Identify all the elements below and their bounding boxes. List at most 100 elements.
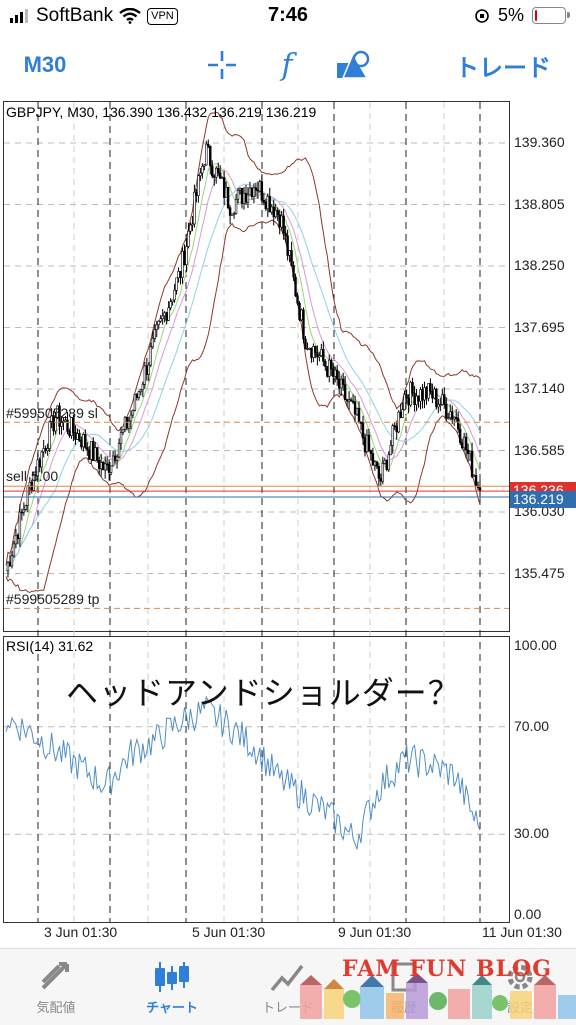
candle-body (393, 425, 396, 427)
candle-body (272, 206, 275, 218)
candle-body (123, 416, 127, 430)
candle-body (195, 191, 198, 196)
candle-body (224, 186, 228, 198)
candle-body (99, 462, 103, 469)
candle-body (409, 381, 412, 406)
candle-body (363, 437, 367, 453)
timeframe-button[interactable]: M30 (23, 52, 67, 77)
moving-averages (5, 163, 481, 572)
gear-icon (507, 964, 533, 990)
tab-chart[interactable]: チャート (122, 949, 222, 1025)
candle-body (433, 388, 436, 399)
main-pane-frame (3, 101, 510, 632)
candle-body (276, 210, 279, 215)
candle-body (270, 206, 273, 213)
candle-body (189, 224, 192, 232)
candle-body (330, 359, 333, 370)
rsi-tick-label: 100.00 (514, 637, 557, 653)
candles-icon (155, 962, 189, 992)
candle-body (40, 451, 43, 468)
candle-body (197, 175, 200, 196)
candle-body (292, 265, 295, 278)
battery-percent: 5% (497, 5, 524, 25)
candle-body (385, 460, 388, 470)
candle-body (405, 394, 408, 399)
candle-body (218, 172, 222, 179)
candle-body (286, 235, 289, 256)
candle-body (173, 289, 176, 301)
candle-body (145, 365, 149, 375)
price-tick-label: 139.360 (514, 134, 565, 150)
candle-body (38, 459, 41, 468)
candle-body (151, 338, 154, 348)
candle-body (474, 474, 478, 487)
candle-body (157, 320, 160, 326)
candle-body (341, 378, 345, 385)
candle-body (441, 394, 444, 405)
candle-body (238, 187, 242, 191)
candle-body (12, 543, 16, 557)
candle-body (379, 478, 383, 482)
candle-body (78, 433, 81, 441)
candle-body (96, 447, 99, 461)
candle-body (72, 417, 75, 433)
candle-body (82, 434, 85, 448)
candle-body (361, 422, 365, 438)
candle-body (326, 366, 329, 377)
sell-order-label: sell 5.00 (6, 468, 59, 485)
candle-body (407, 397, 410, 406)
candle-body (153, 329, 156, 339)
candle-body (119, 432, 123, 444)
candle-body (302, 309, 305, 340)
candle-body (175, 277, 178, 291)
crosshair-button[interactable] (200, 32, 244, 98)
price-tick-label: 135.475 (514, 564, 565, 581)
lower-band (5, 219, 481, 594)
candle-body (339, 378, 343, 389)
candle-body (22, 509, 26, 513)
price-chart[interactable] (0, 98, 576, 948)
candle-body (357, 408, 361, 423)
rsi-line (5, 695, 481, 850)
candle-body (111, 455, 115, 467)
candle-body (236, 190, 240, 200)
candle-body (211, 165, 214, 177)
candle-body (103, 463, 107, 471)
clock: 7:46 (267, 4, 309, 26)
candle-body (159, 318, 162, 322)
rsi-tick-label: 0.00 (514, 906, 542, 922)
price-tick-label: 138.250 (514, 257, 565, 273)
candle-body (353, 401, 357, 415)
symbol-info: GBPJPY, M30, 136.390 136.432 136.219 136… (6, 104, 317, 120)
objects-button[interactable] (330, 32, 376, 98)
candle-body (427, 383, 430, 399)
candle-body (391, 425, 394, 446)
trade-icon (270, 964, 304, 992)
candle-body (466, 449, 470, 455)
candle-body (36, 459, 39, 477)
candle-body (76, 433, 79, 440)
vpn-badge: VPN (147, 7, 178, 25)
chart-toolbar: M30 f トレード (0, 32, 576, 98)
candle-body (462, 436, 466, 449)
candle-body (417, 395, 420, 402)
objects-icon (337, 50, 370, 79)
candle-body (365, 434, 369, 453)
chart-area[interactable]: GBPJPY, M30, 136.390 136.432 136.219 136… (0, 98, 576, 948)
candle-body (478, 487, 482, 492)
candle-body (137, 391, 141, 398)
candle-body (343, 384, 347, 400)
candle-body (472, 474, 476, 477)
candle-body (24, 505, 28, 510)
price-tick-label: 138.805 (514, 195, 565, 212)
rsi-series-line (5, 695, 481, 850)
price-tick-label: 136.585 (514, 441, 565, 458)
candle-body (371, 453, 375, 466)
indicators-button[interactable]: f (265, 32, 309, 98)
tab-quotes[interactable]: 気配値 (6, 949, 106, 1025)
candle-body (298, 302, 301, 321)
candle-body (455, 416, 458, 420)
trade-button[interactable]: トレード (455, 54, 551, 82)
candle-body (86, 447, 89, 451)
battery-icon (532, 7, 570, 24)
